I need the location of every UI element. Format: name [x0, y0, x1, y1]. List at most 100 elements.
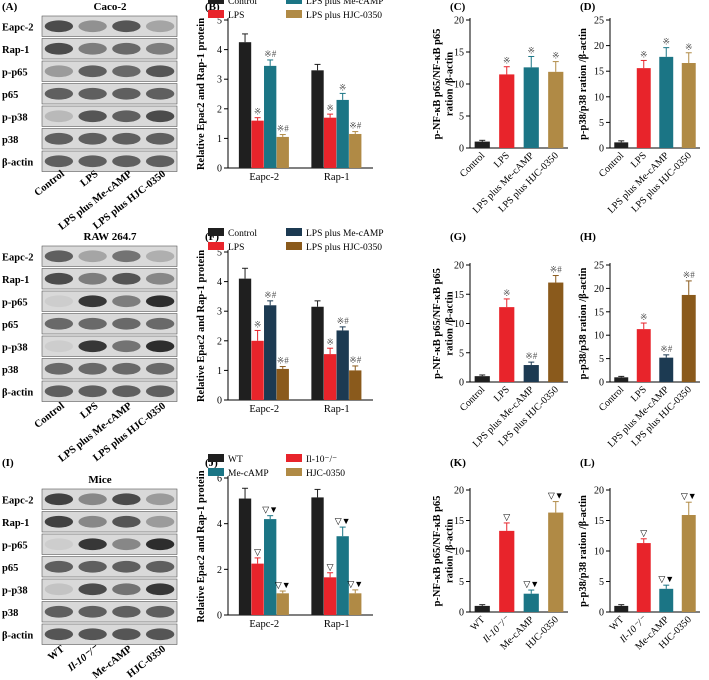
blot-band: [44, 65, 74, 78]
y-tick-label: 10: [594, 92, 604, 103]
blot-band: [112, 155, 141, 168]
legend-swatch: [208, 242, 224, 250]
y-tick-label: 5: [459, 577, 464, 588]
blot-strip: [41, 268, 178, 290]
panel-label: (I): [2, 457, 14, 469]
blot-band: [145, 250, 175, 263]
blot-panel-1: RAW 264.7 Eapc-2 Rap-1 p-p65 p65 p-p38 p38 β-ac…: [2, 231, 178, 465]
significance-mark: ※#: [349, 355, 362, 365]
bar: [349, 593, 362, 615]
y-tick-label: 15: [594, 67, 604, 78]
blot-band: [78, 385, 107, 398]
bar: [251, 340, 264, 400]
lane-label: WT: [46, 644, 67, 663]
x-tick-label: Control: [597, 150, 627, 180]
bar: [636, 68, 651, 148]
blot-strip: [41, 128, 178, 150]
blot-band: [44, 250, 74, 263]
bar: [311, 306, 324, 400]
y-tick-label: 10: [594, 547, 604, 558]
blot-row-label: p38: [2, 135, 18, 146]
blot-band: [112, 362, 141, 375]
significance-mark: ※: [503, 56, 511, 66]
y-axis-label: Relative Epac2 and Rap-1 protein: [196, 470, 207, 622]
blot-row-label: Eapc-2: [2, 252, 34, 263]
x-tick-label: Control: [458, 384, 488, 414]
bar: [311, 70, 324, 168]
bar: [251, 120, 264, 168]
bar: [659, 588, 674, 612]
bar: [681, 63, 696, 149]
blot-band: [78, 605, 107, 618]
blot-title: Caco-2: [94, 1, 127, 13]
x-tick-label: LPS: [492, 150, 512, 170]
bar: [323, 354, 337, 400]
blot-band: [44, 340, 74, 353]
blot-row-label: β-actin: [2, 157, 33, 168]
significance-mark: ▽: [327, 562, 334, 572]
x-tick-label: Control: [597, 384, 627, 414]
legend-label: Me-cAMP: [228, 469, 269, 479]
bar: [548, 71, 564, 148]
blot-band: [44, 42, 74, 55]
significance-mark: ▽▼: [523, 579, 539, 589]
y-tick-label: 0: [599, 144, 604, 155]
blot-strip: [41, 556, 178, 578]
blot-strip: [41, 245, 178, 267]
bar: [474, 605, 490, 612]
significance-mark: ▽▼: [262, 505, 278, 515]
blot-band: [112, 583, 141, 596]
y-axis-label: p-NF-κB p65/NF-κB p65ration /β-actin: [432, 268, 455, 379]
blot-row-label: Eapc-2: [2, 22, 34, 33]
blot-band: [44, 385, 74, 398]
bar: [238, 498, 252, 615]
blot-band: [78, 65, 107, 78]
panel-label: (H): [580, 231, 596, 243]
blot-strip: [41, 578, 178, 600]
blot-band: [78, 340, 107, 353]
y-tick-label: 4: [217, 277, 222, 288]
legend-label: LPS plus HJC-0350: [306, 11, 382, 21]
y-tick-label: 10: [454, 319, 464, 330]
blot-band: [44, 515, 74, 528]
legend-label: LPS: [228, 243, 244, 253]
blot-strip: [41, 60, 178, 82]
blot-strip: [41, 358, 178, 380]
blot-band: [145, 132, 175, 145]
y-tick-label: 2: [217, 565, 222, 576]
blot-band: [78, 20, 107, 33]
y-tick-label: 5: [217, 248, 222, 259]
legend-swatch: [286, 228, 302, 236]
blot-band: [44, 583, 74, 596]
blot-band: [78, 560, 107, 573]
significance-mark: ▽: [640, 528, 647, 538]
bar: [264, 519, 277, 615]
significance-mark: ※#: [550, 265, 563, 275]
blot-band: [44, 560, 74, 573]
blot-band: [145, 317, 175, 330]
blot-band: [145, 110, 175, 123]
blot-band: [78, 110, 107, 123]
blot-strip: [41, 380, 178, 402]
blot-band: [78, 538, 107, 551]
significance-mark: ※: [326, 103, 334, 113]
significance-mark: ※: [254, 107, 262, 117]
blot-row-label: p65: [2, 90, 18, 101]
blot-band: [145, 65, 175, 78]
blot-band: [145, 295, 175, 308]
blot-band: [112, 20, 141, 33]
y-tick-label: 5: [459, 348, 464, 359]
blot-band: [112, 340, 141, 353]
bar: [681, 294, 696, 382]
significance-mark: ※#: [349, 121, 362, 131]
x-tick-label: Rap-1: [324, 619, 350, 630]
legend-label: LPS plus Me-cAMP: [306, 229, 384, 239]
blot-band: [145, 272, 175, 285]
blot-band: [78, 317, 107, 330]
significance-mark: ※#: [683, 270, 696, 280]
x-tick-label: WT: [608, 614, 627, 633]
bar: [323, 577, 337, 615]
significance-mark: ※: [503, 288, 511, 298]
